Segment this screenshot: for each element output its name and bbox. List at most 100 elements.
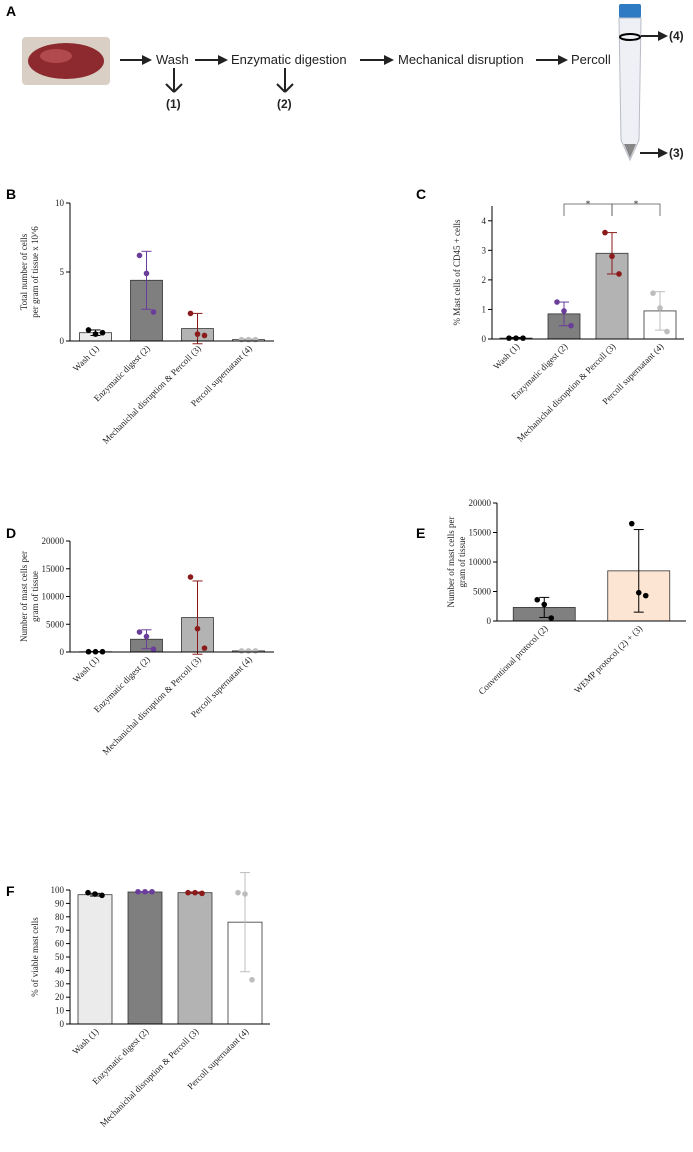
y-axis-title: Number of mast cells per bbox=[446, 517, 456, 608]
data-point bbox=[99, 892, 105, 899]
data-point bbox=[245, 648, 252, 654]
data-point bbox=[238, 336, 245, 343]
y-tick-label: 15000 bbox=[469, 528, 492, 538]
data-point bbox=[142, 888, 148, 895]
y-axis-title: Total number of cells bbox=[19, 233, 29, 310]
panel-label: B bbox=[6, 186, 16, 202]
x-tick-label: Conventional protocol (2) bbox=[476, 623, 549, 696]
data-point bbox=[548, 615, 555, 621]
tube bbox=[618, 4, 642, 162]
y-axis-title: % of viable mast cells bbox=[30, 917, 40, 997]
data-point bbox=[194, 331, 201, 337]
data-point bbox=[235, 889, 241, 896]
panel-label: E bbox=[416, 525, 425, 541]
data-point bbox=[249, 976, 255, 983]
y-tick-label: 40 bbox=[55, 965, 65, 975]
x-tick-label: Enzymatic digest (2) bbox=[92, 654, 152, 714]
y-tick-label: 1 bbox=[482, 304, 487, 314]
data-point bbox=[201, 332, 208, 339]
data-point bbox=[245, 336, 252, 343]
data-point bbox=[628, 520, 635, 527]
step-label: Mechanical disruption bbox=[398, 52, 524, 67]
arrow bbox=[165, 83, 175, 93]
bar bbox=[127, 891, 163, 1025]
y-tick-label: 0 bbox=[487, 616, 492, 626]
data-point bbox=[561, 308, 567, 314]
y-tick-label: 60 bbox=[55, 939, 65, 949]
y-tick-label: 15000 bbox=[42, 564, 65, 574]
y-tick-label: 4 bbox=[482, 216, 487, 226]
data-point bbox=[513, 335, 519, 341]
panel-label: C bbox=[416, 186, 426, 202]
x-tick-label: WEMP protocol (2) + (3) bbox=[572, 623, 644, 695]
step-label: Percoll bbox=[571, 52, 611, 67]
x-tick-label: Mechanichal disruption & Percoll (3) bbox=[100, 654, 203, 757]
data-point bbox=[149, 888, 155, 895]
data-point bbox=[520, 335, 526, 341]
data-point bbox=[568, 322, 574, 329]
y-axis-title: gram of tissue bbox=[457, 537, 467, 588]
tissue-photo bbox=[22, 37, 110, 85]
output-label: (1) bbox=[166, 97, 181, 111]
output-label: (3) bbox=[669, 146, 684, 160]
x-tick-label: Wash (1) bbox=[70, 1026, 100, 1056]
y-tick-label: 0 bbox=[60, 647, 65, 657]
data-point bbox=[143, 633, 150, 640]
y-tick-label: 0 bbox=[482, 334, 487, 344]
data-point bbox=[136, 252, 143, 259]
data-point bbox=[635, 589, 642, 596]
y-tick-label: 20 bbox=[55, 992, 65, 1002]
y-tick-label: 10 bbox=[55, 1006, 65, 1016]
y-tick-label: 5 bbox=[60, 267, 65, 277]
data-point bbox=[534, 596, 541, 603]
data-point bbox=[136, 629, 143, 635]
x-tick-label: Enzymatic digest (2) bbox=[92, 343, 152, 403]
data-point bbox=[199, 890, 205, 897]
panel-label: F bbox=[6, 883, 15, 899]
bar bbox=[177, 892, 213, 1025]
bar bbox=[77, 894, 113, 1025]
x-tick-label: Mechanichal disruption & Percoll (3) bbox=[515, 341, 618, 444]
output-label: (2) bbox=[277, 97, 292, 111]
panel-label: A bbox=[6, 3, 16, 19]
y-axis-title: % Mast cells of CD45 + cells bbox=[452, 219, 462, 326]
x-tick-label: Wash (1) bbox=[71, 654, 101, 684]
data-point bbox=[242, 891, 248, 897]
y-axis-title: Number of mast cells per bbox=[19, 551, 29, 642]
significance-label: * bbox=[586, 199, 591, 209]
significance-bracket bbox=[611, 203, 661, 216]
data-point bbox=[201, 645, 208, 651]
y-tick-label: 5000 bbox=[46, 619, 65, 629]
x-tick-label: Wash (1) bbox=[491, 341, 521, 371]
data-point bbox=[150, 309, 157, 315]
arrow bbox=[173, 83, 183, 93]
output-label: (4) bbox=[669, 29, 684, 43]
y-tick-label: 30 bbox=[55, 979, 65, 989]
data-point bbox=[143, 270, 150, 277]
data-point bbox=[554, 299, 560, 305]
data-point bbox=[252, 648, 259, 654]
data-point bbox=[85, 889, 91, 896]
data-point bbox=[664, 328, 670, 335]
significance-label: * bbox=[634, 199, 639, 209]
step-label: Enzymatic digestion bbox=[231, 52, 347, 67]
y-tick-label: 2 bbox=[482, 275, 487, 285]
data-point bbox=[541, 601, 548, 608]
y-tick-label: 90 bbox=[55, 898, 65, 908]
y-tick-label: 0 bbox=[60, 336, 65, 346]
y-tick-label: 20000 bbox=[469, 498, 492, 508]
data-point bbox=[506, 335, 512, 341]
data-point bbox=[192, 889, 198, 896]
data-point bbox=[150, 646, 157, 653]
y-tick-label: 3 bbox=[482, 245, 487, 255]
data-point bbox=[135, 888, 141, 895]
data-point bbox=[609, 253, 615, 260]
y-tick-label: 50 bbox=[55, 952, 65, 962]
data-point bbox=[252, 336, 259, 343]
y-tick-label: 80 bbox=[55, 912, 65, 922]
panel-label: D bbox=[6, 525, 16, 541]
data-point bbox=[194, 625, 201, 632]
data-point bbox=[650, 290, 656, 296]
data-point bbox=[616, 271, 622, 277]
